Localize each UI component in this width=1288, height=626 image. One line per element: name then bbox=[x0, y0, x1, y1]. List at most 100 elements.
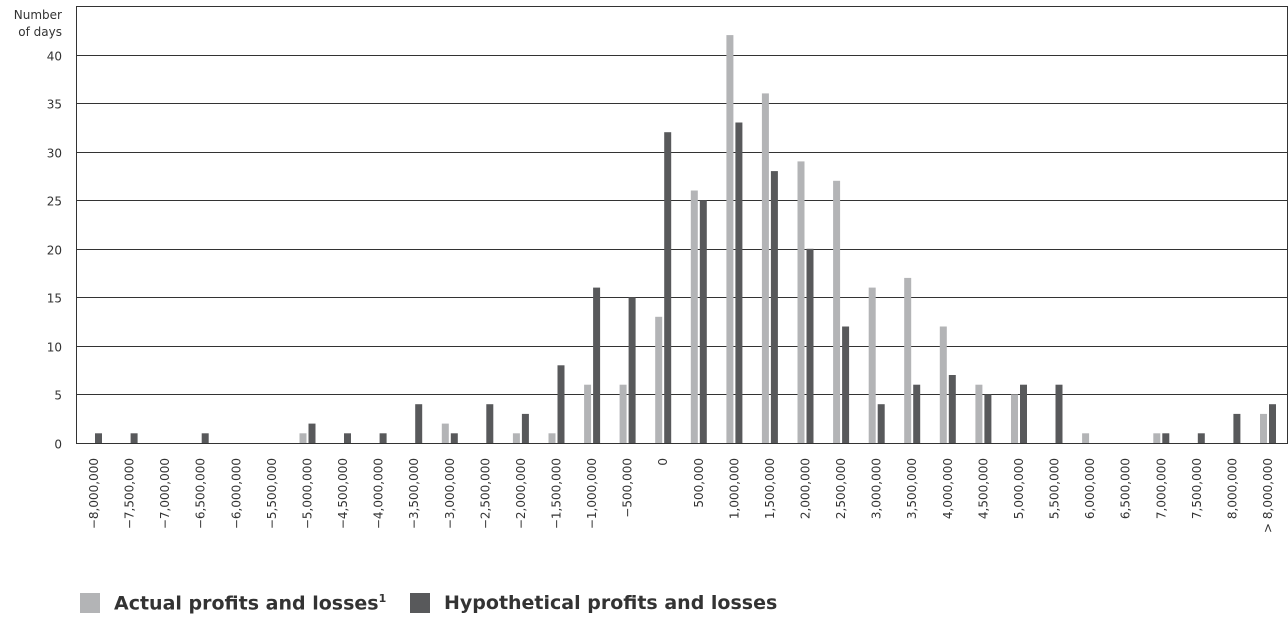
bar-actual-23 bbox=[904, 277, 912, 443]
bar-actual-12 bbox=[512, 433, 520, 443]
x-tick-label: −1,000,000 bbox=[585, 458, 599, 529]
bar-hypothetical-22 bbox=[877, 404, 885, 443]
x-axis-ticks: −8,000,000 −7,500,000 −7,000,000 −6,500,000… bbox=[87, 458, 1275, 533]
bar-hypothetical-14 bbox=[593, 287, 601, 443]
bar-actual-21 bbox=[833, 180, 841, 444]
bar-actual-17 bbox=[690, 190, 698, 443]
bar-hypothetical-17 bbox=[699, 200, 707, 443]
x-tick-label: 4,500,000 bbox=[976, 458, 990, 519]
bar-actual-25 bbox=[975, 384, 983, 443]
y-tick-label: 30 bbox=[47, 147, 62, 161]
x-tick-label: −1,500,000 bbox=[550, 458, 564, 529]
bar-hypothetical-0 bbox=[95, 433, 102, 443]
bar-actual-26 bbox=[1011, 394, 1018, 443]
x-tick-label: −8,000,000 bbox=[87, 458, 101, 529]
x-tick-label: −4,500,000 bbox=[336, 458, 350, 529]
legend-swatch-hypothetical bbox=[410, 593, 430, 613]
legend-label-actual-text: Actual profits and losses bbox=[114, 592, 379, 615]
gridlines bbox=[76, 55, 1288, 395]
bars bbox=[95, 35, 1276, 444]
x-tick-label: −5,500,000 bbox=[265, 458, 279, 529]
bar-hypothetical-25 bbox=[984, 394, 992, 443]
bar-hypothetical-13 bbox=[557, 365, 565, 443]
x-tick-label: 1,000,000 bbox=[727, 458, 741, 519]
bar-hypothetical-20 bbox=[806, 248, 814, 443]
x-tick-label: −5,000,000 bbox=[301, 458, 315, 529]
bar-actual-24 bbox=[939, 326, 947, 443]
x-tick-label: −4,000,000 bbox=[372, 458, 386, 529]
bar-hypothetical-24 bbox=[948, 375, 956, 443]
bar-actual-19 bbox=[761, 93, 769, 444]
bar-hypothetical-10 bbox=[450, 433, 458, 443]
y-tick-label: 35 bbox=[47, 98, 62, 112]
y-tick-label: 5 bbox=[54, 389, 62, 403]
bar-actual-6 bbox=[299, 433, 307, 443]
y-tick-label: 20 bbox=[47, 244, 62, 258]
legend-item-actual: Actual profits and losses1 bbox=[80, 592, 386, 614]
bar-hypothetical-33 bbox=[1269, 404, 1276, 443]
bar-actual-20 bbox=[797, 161, 805, 443]
bar-hypothetical-15 bbox=[628, 297, 636, 443]
y-tick-label: 40 bbox=[47, 50, 62, 64]
x-tick-label: 7,000,000 bbox=[1154, 458, 1168, 519]
x-tick-label: 3,000,000 bbox=[870, 458, 884, 519]
bar-actual-15 bbox=[619, 384, 627, 443]
bar-hypothetical-1 bbox=[130, 433, 138, 443]
bar-actual-33 bbox=[1260, 413, 1267, 443]
x-tick-label: −6,000,000 bbox=[229, 458, 243, 529]
y-tick-label: 0 bbox=[54, 438, 62, 452]
y-axis-label-line-1: Number bbox=[14, 8, 62, 22]
bar-hypothetical-30 bbox=[1162, 433, 1170, 443]
bar-actual-18 bbox=[726, 35, 734, 443]
bar-actual-30 bbox=[1153, 433, 1161, 443]
bar-hypothetical-18 bbox=[735, 122, 743, 443]
bar-hypothetical-16 bbox=[664, 132, 672, 443]
y-tick-label: 10 bbox=[47, 341, 62, 355]
x-tick-label: 4,000,000 bbox=[941, 458, 955, 519]
legend-label-hypothetical: Hypothetical profits and losses bbox=[444, 592, 778, 614]
legend-item-hypothetical: Hypothetical profits and losses bbox=[410, 592, 777, 614]
x-tick-label: 3,500,000 bbox=[905, 458, 919, 519]
bar-hypothetical-31 bbox=[1197, 433, 1205, 443]
bar-actual-28 bbox=[1082, 433, 1090, 443]
bar-hypothetical-9 bbox=[415, 404, 423, 443]
x-tick-label: 5,500,000 bbox=[1048, 458, 1062, 519]
y-tick-label: 15 bbox=[47, 292, 62, 306]
x-tick-label: 2,500,000 bbox=[834, 458, 848, 519]
x-tick-label: −3,500,000 bbox=[407, 458, 421, 529]
x-tick-label: 500,000 bbox=[692, 458, 706, 508]
x-tick-label: −500,000 bbox=[621, 458, 635, 518]
bar-hypothetical-6 bbox=[308, 423, 316, 443]
x-tick-label: −7,000,000 bbox=[158, 458, 172, 529]
legend-footnote-marker: 1 bbox=[378, 592, 387, 605]
bar-hypothetical-3 bbox=[201, 433, 209, 443]
x-tick-label: −7,500,000 bbox=[123, 458, 137, 529]
plot-frame bbox=[76, 6, 1288, 444]
legend-swatch-actual bbox=[80, 593, 100, 614]
x-tick-label: −2,000,000 bbox=[514, 458, 528, 529]
bar-hypothetical-32 bbox=[1233, 413, 1241, 443]
x-tick-label: 6,000,000 bbox=[1083, 458, 1097, 519]
bar-actual-10 bbox=[441, 423, 449, 443]
bar-hypothetical-21 bbox=[842, 326, 850, 443]
bar-actual-16 bbox=[655, 316, 663, 443]
bar-actual-22 bbox=[868, 287, 876, 443]
bar-hypothetical-8 bbox=[379, 433, 387, 443]
x-tick-label: 2,000,000 bbox=[799, 458, 813, 519]
x-tick-label: > 8,000,000 bbox=[1261, 458, 1275, 533]
y-axis-label-line-2: of days bbox=[18, 25, 62, 39]
x-tick-label: 1,500,000 bbox=[763, 458, 777, 519]
y-tick-label: 25 bbox=[47, 195, 62, 209]
bar-actual-13 bbox=[548, 433, 556, 443]
bar-hypothetical-27 bbox=[1055, 384, 1063, 443]
x-tick-label: −6,500,000 bbox=[194, 458, 208, 529]
bar-hypothetical-19 bbox=[770, 171, 778, 443]
x-tick-label: 6,500,000 bbox=[1119, 458, 1133, 519]
x-tick-label: 0 bbox=[656, 458, 670, 466]
x-tick-label: −2,500,000 bbox=[478, 458, 492, 529]
bar-hypothetical-26 bbox=[1020, 384, 1027, 443]
x-tick-label: −3,000,000 bbox=[443, 458, 457, 529]
legend-label-actual: Actual profits and losses1 bbox=[114, 592, 386, 614]
x-tick-label: 7,500,000 bbox=[1190, 458, 1204, 519]
bar-hypothetical-7 bbox=[344, 433, 351, 443]
